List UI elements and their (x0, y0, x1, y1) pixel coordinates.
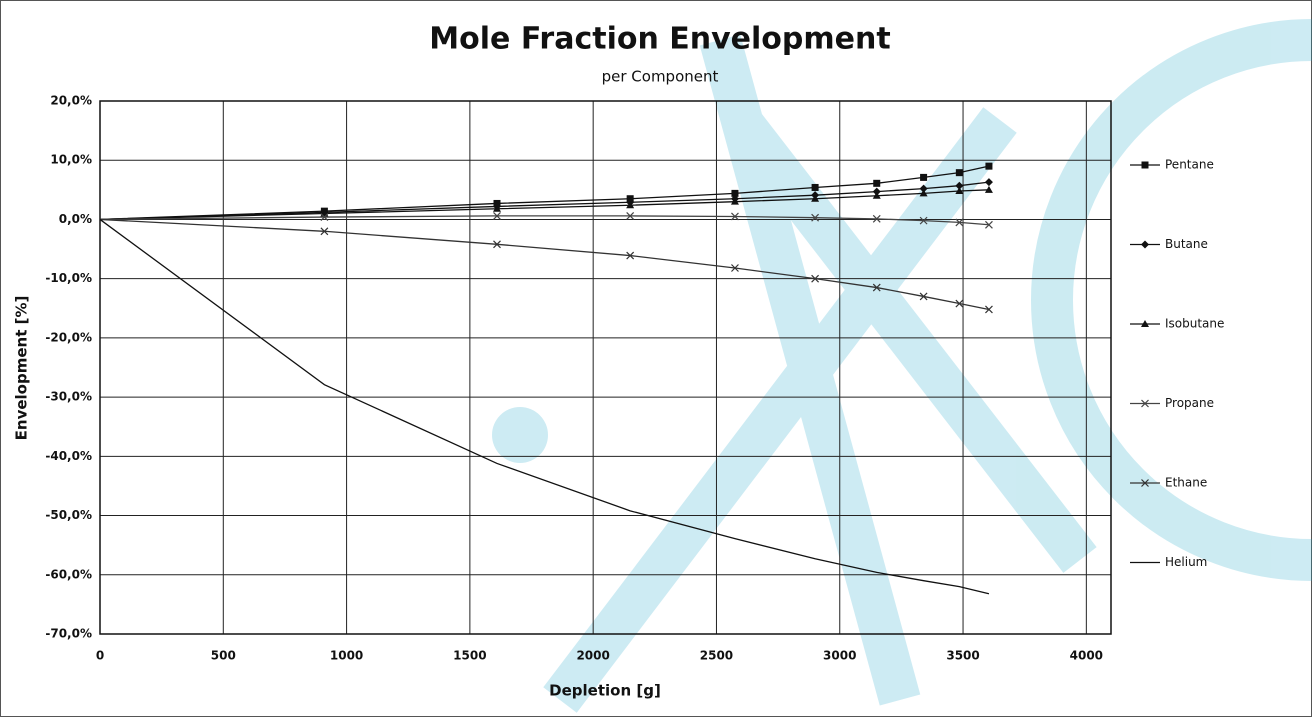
y-tick-label: -60,0% (45, 567, 92, 581)
x-tick-label: 3000 (823, 649, 856, 663)
x-tick-label: 500 (211, 649, 236, 663)
x-tick-label: 1500 (453, 649, 486, 663)
chart-subtitle: per Component (602, 68, 719, 86)
marker (920, 174, 927, 181)
x-tick-label: 0 (96, 649, 104, 663)
marker (812, 184, 819, 191)
y-axis-title: Envelopment [%] (13, 296, 31, 441)
y-tick-label: 10,0% (50, 153, 92, 167)
legend-label: Pentane (1165, 158, 1214, 172)
marker (873, 180, 880, 187)
chart-title: Mole Fraction Envelopment (429, 22, 890, 57)
y-tick-label: 0,0% (59, 212, 92, 226)
x-tick-label: 1000 (330, 649, 363, 663)
marker (956, 169, 963, 176)
legend-label: Propane (1165, 396, 1214, 410)
x-tick-label: 4000 (1070, 649, 1103, 663)
x-tick-label: 3500 (946, 649, 979, 663)
y-tick-label: -70,0% (45, 627, 92, 641)
chart: Mole Fraction Envelopment per Component … (0, 0, 1312, 717)
x-tick-label: 2500 (700, 649, 733, 663)
watermark-dot (492, 407, 548, 463)
y-tick-label: 20,0% (50, 94, 92, 108)
legend-label: Butane (1165, 237, 1208, 251)
y-tick-label: -10,0% (45, 271, 92, 285)
x-axis-title: Depletion [g] (549, 682, 661, 700)
y-tick-label: -30,0% (45, 390, 92, 404)
y-tick-label: -40,0% (45, 449, 92, 463)
legend-label: Ethane (1165, 476, 1207, 490)
y-tick-label: -50,0% (45, 508, 92, 522)
legend-label: Helium (1165, 555, 1207, 569)
y-tick-label: -20,0% (45, 330, 92, 344)
x-tick-label: 2000 (576, 649, 609, 663)
marker (1142, 162, 1149, 169)
marker (985, 163, 992, 170)
legend-label: Isobutane (1165, 317, 1224, 331)
page: {"chart_data": {"type": "line", "title":… (0, 0, 1312, 721)
